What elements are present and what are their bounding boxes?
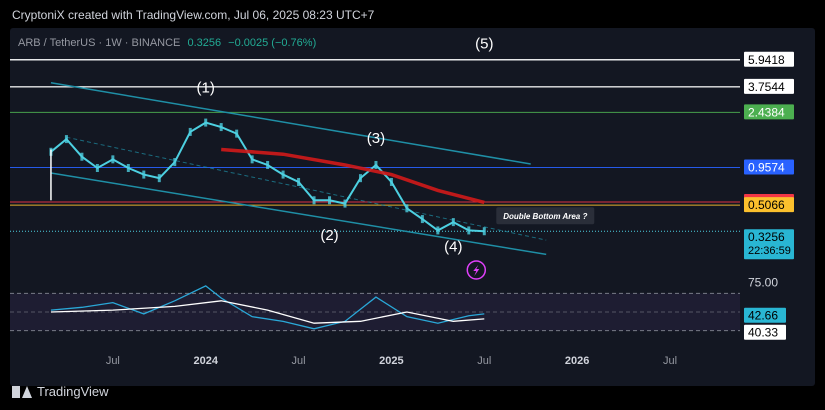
price-point-26 [451, 218, 455, 227]
rsi-ma-value: 40.33 [748, 326, 778, 340]
time-axis-label-5: 2026 [565, 355, 589, 367]
wave-label-1: (2) [320, 227, 338, 244]
symbol-price: 0.3256 [187, 37, 222, 49]
price-tag-3: 0.9574 [748, 161, 785, 175]
price-point-12 [235, 129, 239, 138]
attribution-text: CryptoniX created with TradingView.com, … [12, 8, 375, 22]
price-point-5 [126, 163, 130, 172]
price-point-27 [467, 226, 471, 235]
lightning-icon [466, 260, 487, 280]
annotation-box [496, 207, 595, 225]
symbol-change: −0.0025 (−0.76%) [228, 37, 317, 49]
rsi-line [50, 285, 485, 330]
price-tag-box-0 [744, 51, 794, 67]
price-tag-5: 0.5066 [748, 198, 785, 212]
tradingview-logo-text: TradingView [37, 384, 109, 399]
price-point-14 [266, 160, 270, 169]
price-tag-2: 2.4384 [748, 105, 785, 119]
price-point-2 [80, 152, 84, 161]
symbol-legend: ARB / TetherUS · 1W · BINANCE 0.3256 −0.… [18, 37, 316, 49]
price-tag-0: 5.9418 [748, 53, 785, 67]
time-axis-label-1: 2024 [193, 355, 218, 367]
price-tag-box-2 [744, 104, 794, 120]
wave-label-0: (1) [197, 80, 215, 97]
rsi-level-75: 75.00 [748, 275, 778, 289]
price-point-20 [358, 174, 362, 183]
tradingview-logo[interactable]: TradingView [12, 384, 109, 399]
price-point-21 [374, 160, 378, 169]
price-point-19 [343, 199, 347, 208]
channel-upper-line [50, 81, 531, 165]
price-point-25 [436, 226, 440, 235]
price-tag-box-3 [744, 159, 794, 175]
price-point-18 [328, 196, 332, 205]
price-point-11 [219, 123, 223, 132]
price-point-3 [95, 163, 99, 172]
time-axis-label-0: Jul [106, 355, 120, 367]
rsi-current-box [744, 307, 786, 323]
annotation-text: Double Bottom Area ? [503, 212, 587, 221]
current-price-tag-box [744, 229, 794, 260]
price-tag-box-1 [744, 78, 794, 94]
time-axis-label-3: 2025 [379, 355, 403, 367]
wave-label-3: (4) [444, 239, 462, 256]
price-point-13 [250, 155, 254, 164]
price-point-7 [157, 174, 161, 183]
channel-mid-line [66, 136, 547, 241]
rsi-ma-line [50, 300, 485, 324]
price-point-15 [281, 170, 285, 179]
symbol-pair[interactable]: ARB / TetherUS · 1W · BINANCE [18, 37, 181, 49]
price-point-1 [64, 135, 68, 144]
lightning-bolt-glyph [473, 265, 480, 276]
price-chart-svg[interactable]: (1) (2) (3) (4) (5) Double Bottom Area ? Jul 2… [10, 28, 815, 386]
wave-label-4: (5) [475, 35, 493, 52]
chart-panel[interactable]: ARB / TetherUS · 1W · BINANCE 0.3256 −0.… [10, 28, 815, 386]
current-price-tag: 0.3256 [748, 230, 785, 244]
wave-label-2: (3) [367, 130, 385, 147]
rsi-ma-box [744, 324, 786, 340]
price-point-6 [142, 170, 146, 179]
countdown-tag: 22:36:59 [748, 245, 791, 257]
price-point-22 [389, 177, 393, 186]
price-point-23 [405, 204, 409, 213]
price-point-17 [312, 196, 316, 205]
price-tag-1: 3.7544 [748, 80, 785, 94]
price-point-28 [482, 227, 486, 236]
rsi-current-value: 42.66 [748, 309, 778, 323]
moving-average-line [221, 147, 485, 205]
time-axis-label-2: Jul [292, 355, 306, 367]
time-axis-label-6: Jul [663, 355, 677, 367]
channel-lower-line [50, 172, 547, 256]
price-point-4 [111, 155, 115, 164]
price-point-16 [297, 177, 301, 186]
price-point-9 [188, 127, 192, 136]
time-axis-label-4: Jul [477, 355, 491, 367]
price-point-8 [173, 158, 177, 167]
price-series-line [50, 121, 485, 233]
price-point-10 [204, 118, 208, 127]
price-point-24 [420, 215, 424, 224]
price-tag-box-5 [744, 197, 794, 213]
tradingview-logo-icon [12, 385, 32, 398]
